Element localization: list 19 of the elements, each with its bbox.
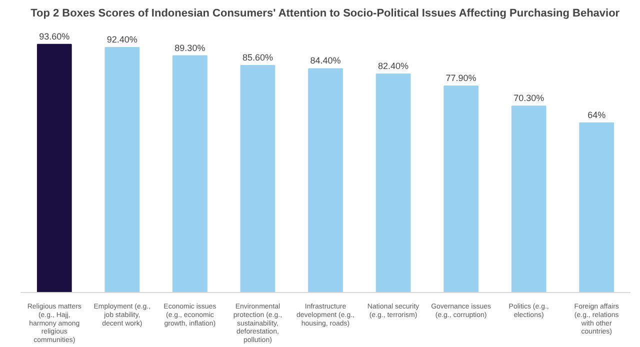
data-label: 64%	[588, 110, 606, 120]
bar	[240, 65, 276, 292]
data-label: 82.40%	[378, 61, 409, 72]
bar	[579, 122, 614, 292]
data-label: 93.60%	[39, 31, 70, 42]
bar	[104, 47, 140, 292]
bar	[172, 55, 208, 292]
bar	[308, 68, 343, 292]
bar	[511, 106, 546, 292]
data-label: 70.30%	[514, 93, 544, 104]
bar	[36, 44, 72, 292]
data-label: 84.40%	[310, 56, 341, 66]
bar	[376, 74, 411, 292]
data-label: 89.30%	[174, 42, 206, 53]
data-label: 77.90%	[446, 72, 476, 83]
bar	[444, 85, 478, 292]
chart-title: Top 2 Boxes Scores of Indonesian Consumers' Attention to Socio-Political Issues Affecting Purchasing Behavior	[30, 8, 620, 20]
data-label: 92.40%	[106, 34, 138, 45]
data-label: 85.60%	[242, 52, 273, 63]
